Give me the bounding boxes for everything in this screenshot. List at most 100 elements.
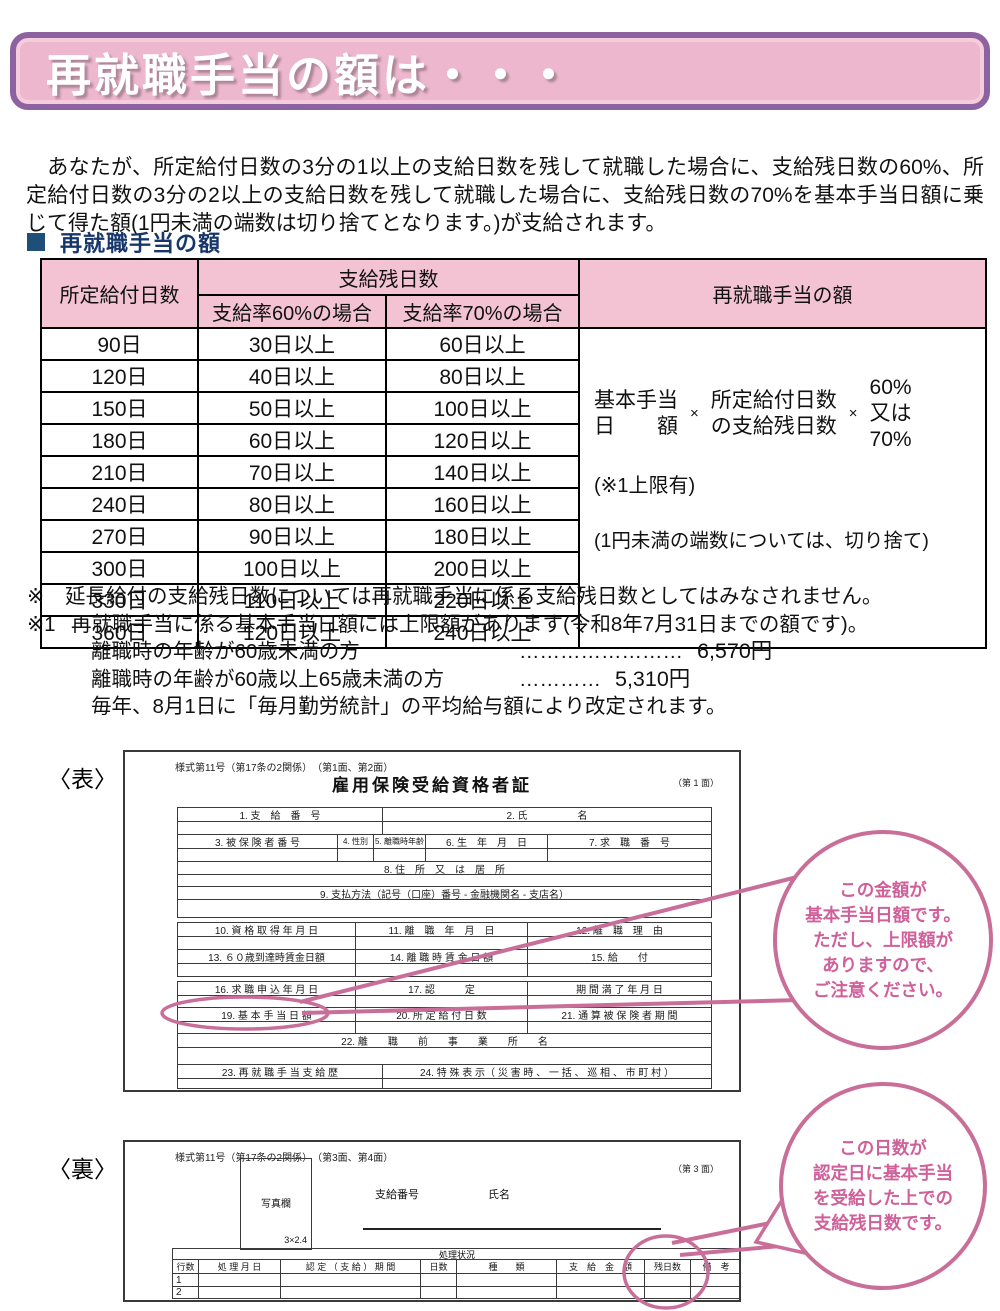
cap-under-60-value: 6,570円 xyxy=(697,639,773,663)
formula-rounding-note: (1円未満の端数については、切り捨て) xyxy=(594,530,929,552)
cell-60: 70日以上 xyxy=(197,455,387,489)
cell-70: 220日以上 xyxy=(385,583,580,617)
allowance-row: 360日 120日以上 240日以上 xyxy=(40,615,986,649)
formula-or: 又は xyxy=(869,402,912,425)
header-days-entitled: 所定給付日数 xyxy=(40,258,199,329)
field-birthdate: 6. 生 年 月 日 xyxy=(426,835,548,848)
allowance-row: 150日 50日以上 100日以上 xyxy=(40,391,986,425)
field-separation-reason: 12. 離 職 理 由 xyxy=(576,926,663,936)
field-basic-daily-allowance: 19. 基 本 手 当 日 額 xyxy=(178,1008,356,1021)
field-insured-number: 3. 被 保 険 者 番 号 xyxy=(178,835,338,848)
cell-days: 270日 xyxy=(40,519,199,553)
section-title: 再就職手当の額 xyxy=(60,231,222,256)
cell-60: 60日以上 xyxy=(197,423,387,457)
formula-cap-note: (※1上限有) xyxy=(594,475,696,497)
header-rate-70: 支給率70%の場合 xyxy=(385,294,580,329)
callout-text: 支給残日数です。 xyxy=(813,1213,953,1233)
form-empty-row xyxy=(178,822,711,835)
field-qualification-date: 10. 資 格 取 得 年 月 日 xyxy=(178,923,356,936)
field-age-at-separation: 5. 離職時年齢 xyxy=(374,835,426,848)
front-form-table-bottom: 16. 求 職 申 込 年 月 日 17. 認 定 期 間 満 了 年 月 日 … xyxy=(177,981,712,1089)
cell-70: 200日以上 xyxy=(385,551,580,585)
note-extension: ※ 延長給付の支給残日数については再就職手当に係る支給残日数としてはみなされませ… xyxy=(27,583,985,611)
field-insured-period: 21. 通 算 被 保 険 者 期 間 xyxy=(561,1011,678,1021)
name-label: 氏名 xyxy=(488,1189,510,1201)
allowance-formula: 基本手当 日 額 × 所定給付日数 の支給残日数 × 60% 又は 70% xyxy=(594,375,979,453)
field-benefit-restriction: 15. 給 付 xyxy=(591,953,648,963)
cell-60: 80日以上 xyxy=(197,487,387,521)
intro-paragraph: あなたが、所定給付日数の3分の1以上の支給日数を残して就職した場合に、支給残日数… xyxy=(26,156,984,235)
field-certification: 17. 認 定 xyxy=(356,982,528,995)
form-empty-row xyxy=(178,1048,711,1065)
note-cap: ※1 再就職手当に係る基本手当日額には上限額があります(令和8年7月31日までの… xyxy=(27,611,985,639)
revision-note: 毎年、8月1日に「毎月勤労統計」の平均給与額により改定されます。 xyxy=(27,693,985,721)
col-certified-period: 認 定 （ 支 給 ） 期 間 xyxy=(281,1260,421,1273)
allowance-row: 90日 30日以上 60日以上 基本手当 日 額 × 所定給付日数 の支給残日数… xyxy=(40,327,987,649)
callout-text: ご注意ください。 xyxy=(813,979,953,1000)
benefit-number-label: 支給番号 xyxy=(375,1189,419,1201)
field-special-indication: 24. 特 殊 表 示（ 災 害 時 、 一 括 、 巡 相 、 市 町 村 ） xyxy=(420,1068,674,1078)
field-entitled-days: 20. 所 定 給 付 日 数 xyxy=(356,1008,528,1021)
col-remaining-days: 残日数 xyxy=(645,1260,691,1273)
field-name: 2. 氏 名 xyxy=(506,811,588,821)
cell-days: 180日 xyxy=(40,423,199,457)
name-line xyxy=(483,1228,661,1230)
formula-rate-60: 60% xyxy=(869,376,912,399)
cell-60: 30日以上 xyxy=(197,327,387,361)
table-subheader-row: 支給率60%の場合 支給率70%の場合 xyxy=(41,294,986,329)
form-row: 3. 被 保 険 者 番 号 4. 性別 5. 離職時年齢 6. 生 年 月 日… xyxy=(178,835,711,849)
cell-days: 330日 xyxy=(40,583,199,617)
callout-text: 基本手当日額です。 xyxy=(805,904,961,925)
front-form-table-middle: 10. 資 格 取 得 年 月 日 11. 離 職 年 月 日 12. 離 職 … xyxy=(177,922,712,977)
cell-days: 150日 xyxy=(40,391,199,425)
cell-70: 100日以上 xyxy=(385,391,580,425)
certificate-title: 雇用保険受給資格者証 xyxy=(332,776,532,795)
front-form-table-top: 1. 支 給 番 号 2. 氏 名 3. 被 保 険 者 番 号 4. 性別 5… xyxy=(177,807,712,918)
allowance-row: 180日 60日以上 120日以上 xyxy=(40,423,986,457)
cell-70: 240日以上 xyxy=(385,615,580,649)
header-remaining-days: 支給残日数 xyxy=(197,258,580,296)
form-empty-row xyxy=(178,1022,711,1034)
form-row: 9. 支払方法（記号（口座）番号 - 金融機関名 - 支店名） xyxy=(178,887,711,900)
form-row: 10. 資 格 取 得 年 月 日 11. 離 職 年 月 日 12. 離 職 … xyxy=(178,923,711,937)
processing-status-header: 処理状況 xyxy=(173,1249,739,1260)
form-row: 13. ６０歳到達時賃金日額 14. 離 職 時 賃 金 日 額 15. 給 付 xyxy=(178,950,711,964)
col-line-number: 行数 xyxy=(173,1260,199,1273)
page-title: 再就職手当の額は・・・ xyxy=(46,49,575,101)
form-row: 1. 支 給 番 号 2. 氏 名 xyxy=(178,808,711,822)
header-allowance-amount: 再就職手当の額 xyxy=(578,258,987,329)
formula-daily-amount: 日 額 xyxy=(594,415,678,438)
note-marker: ※1 xyxy=(27,612,56,636)
form-empty-row xyxy=(178,964,711,976)
form-row: 19. 基 本 手 当 日 額 20. 所 定 給 付 日 数 21. 通 算 … xyxy=(178,1008,711,1022)
cell-60: 50日以上 xyxy=(197,391,387,425)
field-wage-at-separation: 14. 離 職 時 賃 金 日 額 xyxy=(356,950,528,963)
callout-text: ただし、上限額が xyxy=(813,929,953,950)
dots-leader: ………… xyxy=(519,667,601,691)
status-data-row: 1 xyxy=(173,1274,739,1287)
cell-70: 120日以上 xyxy=(385,423,580,457)
col-paid-amount: 支 給 金 額 xyxy=(557,1260,645,1273)
note-marker: ※ xyxy=(27,585,45,608)
cell-70: 140日以上 xyxy=(385,455,580,489)
cell-days: 210日 xyxy=(40,455,199,489)
field-jobseeker-number: 7. 求 職 番 号 xyxy=(588,838,671,848)
revision-note-text: 毎年、8月1日に「毎月勤労統計」の平均給与額により改定されます。 xyxy=(91,695,727,718)
field-wage-at-60: 13. ６０歳到達時賃金日額 xyxy=(178,950,356,963)
note-extension-text: 延長給付の支給残日数については再就職手当に係る支給残日数としてはみなされません。 xyxy=(65,585,883,608)
page-number-label: （第 3 面） xyxy=(672,1164,719,1174)
page-title-banner: 再就職手当の額は・・・ xyxy=(10,32,990,110)
formula-entitled-days: 所定給付日数 xyxy=(710,389,837,412)
callout-basic-allowance: この金額が 基本手当日額です。 ただし、上限額が ありますので、 ご注意ください… xyxy=(773,830,993,1050)
allowance-row: 120日 40日以上 80日以上 xyxy=(40,359,986,393)
callout-text: 認定日に基本手当 xyxy=(813,1163,953,1183)
cell-60: 90日以上 xyxy=(197,519,387,553)
formula-basic-allowance: 基本手当 xyxy=(594,389,678,412)
form-empty-row xyxy=(178,937,711,950)
col-processing-date: 処 理 月 日 xyxy=(199,1260,281,1273)
cap-60-to-65-label: 離職時の年齢が60歳以上65歳未満の方 xyxy=(91,667,445,691)
section-square-icon xyxy=(27,233,45,251)
allowance-table: 所定給付日数 支給残日数 再就職手当の額 支給率60%の場合 支給率70%の場合… xyxy=(40,258,987,649)
allowance-formula-cell: 基本手当 日 額 × 所定給付日数 の支給残日数 × 60% 又は 70% xyxy=(578,327,987,649)
